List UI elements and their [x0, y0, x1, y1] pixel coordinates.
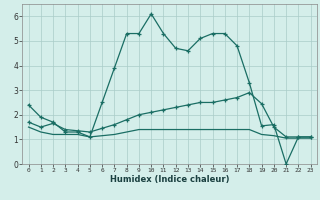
X-axis label: Humidex (Indice chaleur): Humidex (Indice chaleur) — [110, 175, 229, 184]
